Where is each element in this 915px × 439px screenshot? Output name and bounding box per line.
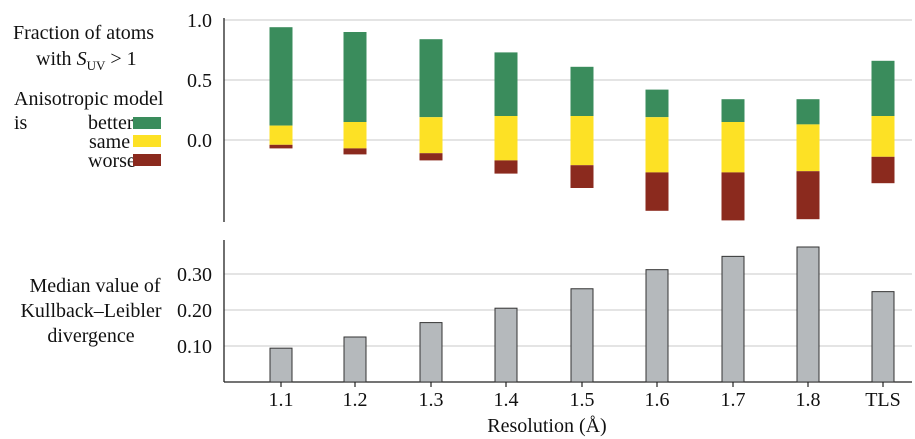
legend-label-worse: worse xyxy=(88,150,136,172)
bar-worse xyxy=(494,160,518,174)
bar-same xyxy=(343,122,367,149)
bar-worse xyxy=(343,148,367,155)
bar-better xyxy=(269,27,293,126)
bar-kl-divergence xyxy=(570,288,594,383)
x-tick-label: 1.3 xyxy=(419,389,444,411)
bottom-title-line3: divergence xyxy=(47,325,135,347)
bar-kl-divergence xyxy=(494,307,518,383)
bar-same xyxy=(269,125,293,145)
bar-same xyxy=(494,116,518,161)
bar-same xyxy=(871,116,895,157)
bar-kl-divergence xyxy=(645,269,669,383)
bar-worse xyxy=(871,156,895,184)
bar-worse xyxy=(419,153,443,161)
x-tick-label: 1.2 xyxy=(343,389,368,411)
legend-swatch-same xyxy=(133,135,161,147)
x-tick-label: 1.7 xyxy=(721,389,746,411)
x-tick-label: TLS xyxy=(865,389,901,411)
top-y-tick-label: 0.0 xyxy=(187,130,212,152)
bar-kl-divergence xyxy=(871,291,895,383)
bar-better xyxy=(419,39,443,118)
top-title-s-symbol: S xyxy=(76,48,87,70)
bar-same xyxy=(570,116,594,166)
bottom-y-tick-label: 0.30 xyxy=(177,264,212,286)
bar-better xyxy=(494,52,518,116)
aniso-is: is xyxy=(14,112,28,134)
top-y-tick-label: 0.5 xyxy=(187,70,212,92)
bar-same xyxy=(721,122,745,173)
bar-same xyxy=(796,124,820,172)
bottom-y-tick-label: 0.10 xyxy=(177,336,212,358)
bottom-title-line1: Median value of xyxy=(29,275,161,297)
bar-kl-divergence xyxy=(796,246,820,383)
legend-label-same: same xyxy=(89,131,131,153)
top-title-line2: with SUV > 1 xyxy=(36,47,137,78)
aniso-title: Anisotropic model xyxy=(14,88,164,110)
bar-worse xyxy=(721,172,745,221)
bar-better xyxy=(343,32,367,122)
bar-same xyxy=(645,117,669,173)
legend-swatch-better xyxy=(133,117,161,129)
bottom-title-line2: Kullback–Leibler xyxy=(20,300,162,322)
bar-kl-divergence xyxy=(269,347,293,383)
x-axis-title: Resolution (Å) xyxy=(487,415,607,437)
x-tick-label: 1.5 xyxy=(570,389,595,411)
bar-same xyxy=(419,117,443,154)
bar-better xyxy=(796,99,820,125)
top-title-line1: Fraction of atoms xyxy=(13,22,155,44)
legend-swatch-worse xyxy=(133,154,161,166)
bar-better xyxy=(645,89,669,118)
x-tick-label: 1.4 xyxy=(494,389,519,411)
bar-worse xyxy=(269,144,293,149)
bottom-y-tick-label: 0.20 xyxy=(177,300,212,322)
top-title-subscript: UV xyxy=(86,58,106,73)
x-tick-label: 1.1 xyxy=(269,389,294,411)
x-tick-label: 1.8 xyxy=(796,389,821,411)
bar-better xyxy=(721,99,745,122)
top-title-gt-one: > 1 xyxy=(105,48,137,70)
bar-kl-divergence xyxy=(419,322,443,383)
legend-label-better: better xyxy=(88,112,134,134)
top-y-tick-label: 1.0 xyxy=(187,10,212,32)
bar-kl-divergence xyxy=(343,336,367,383)
bar-better xyxy=(871,60,895,116)
bar-better xyxy=(570,66,594,116)
bar-worse xyxy=(570,165,594,188)
top-title-with: with xyxy=(36,48,77,70)
bar-worse xyxy=(645,172,669,211)
bar-worse xyxy=(796,171,820,220)
bar-kl-divergence xyxy=(721,255,745,383)
x-tick-label: 1.6 xyxy=(645,389,670,411)
